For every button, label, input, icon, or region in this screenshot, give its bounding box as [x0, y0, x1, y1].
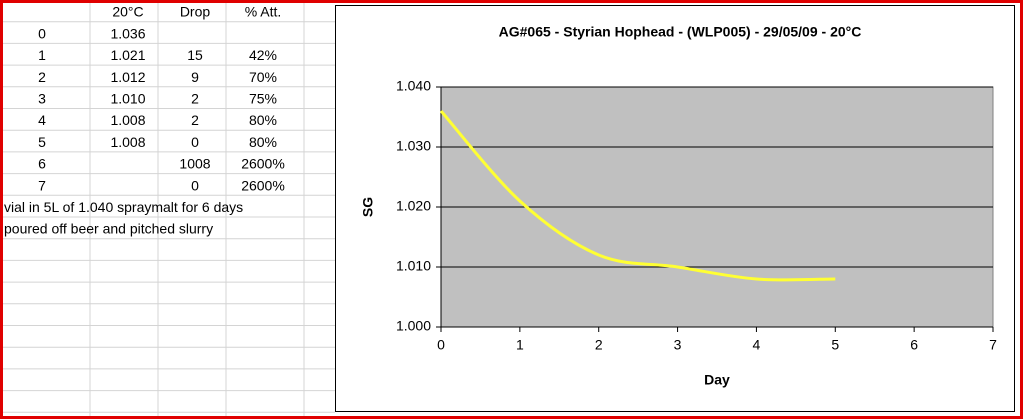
cell: 2600% — [241, 177, 285, 193]
cell: % Att. — [245, 4, 282, 20]
x-tick-label: 2 — [595, 337, 603, 353]
cell: 5 — [38, 134, 46, 150]
cell: 2 — [38, 69, 46, 85]
x-tick-label: 7 — [989, 337, 997, 353]
cell: 80% — [249, 134, 277, 150]
cell: 1.010 — [110, 91, 145, 107]
cell: 1.008 — [110, 134, 145, 150]
cell: 1.008 — [110, 112, 145, 128]
cell: 75% — [249, 91, 277, 107]
cell: 20°C — [112, 4, 143, 20]
cell: 2 — [191, 91, 199, 107]
cell: 3 — [38, 91, 46, 107]
x-tick-label: 0 — [437, 337, 445, 353]
chart-title: AG#065 - Styrian Hophead - (WLP005) - 29… — [499, 24, 862, 40]
cell: 0 — [38, 25, 46, 41]
cell: 80% — [249, 112, 277, 128]
x-tick-label: 6 — [910, 337, 918, 353]
cell: 1.021 — [110, 47, 145, 63]
cell-note: vial in 5L of 1.040 spraymalt for 6 days — [4, 199, 243, 215]
cell: 70% — [249, 69, 277, 85]
cell: 9 — [191, 69, 199, 85]
cell: Drop — [180, 4, 211, 20]
x-axis-label: Day — [704, 372, 730, 388]
y-tick-label: 1.000 — [396, 318, 431, 334]
x-tick-label: 5 — [831, 337, 839, 353]
cell: 4 — [38, 112, 46, 128]
y-axis-label: SG — [360, 197, 376, 217]
y-tick-label: 1.010 — [396, 258, 431, 274]
cell: 2 — [191, 112, 199, 128]
y-tick-label: 1.040 — [396, 78, 431, 94]
cell: 0 — [191, 177, 199, 193]
cell: 2600% — [241, 156, 285, 172]
cell: 42% — [249, 47, 277, 63]
cell: 1008 — [179, 156, 210, 172]
x-tick-label: 3 — [674, 337, 682, 353]
data-line — [439, 110, 836, 282]
cell: 7 — [38, 177, 46, 193]
cell: 1 — [38, 47, 46, 63]
cell: 15 — [187, 47, 203, 63]
x-tick-label: 4 — [753, 337, 761, 353]
x-tick-label: 1 — [516, 337, 524, 353]
y-tick-label: 1.030 — [396, 138, 431, 154]
y-tick-label: 1.020 — [396, 198, 431, 214]
cell-note: poured off beer and pitched slurry — [4, 221, 213, 237]
cell: 1.012 — [110, 69, 145, 85]
cell: 6 — [38, 156, 46, 172]
chart: AG#065 - Styrian Hophead - (WLP005) - 29… — [360, 24, 997, 388]
cell: 1.036 — [110, 25, 145, 41]
cell: 0 — [191, 134, 199, 150]
